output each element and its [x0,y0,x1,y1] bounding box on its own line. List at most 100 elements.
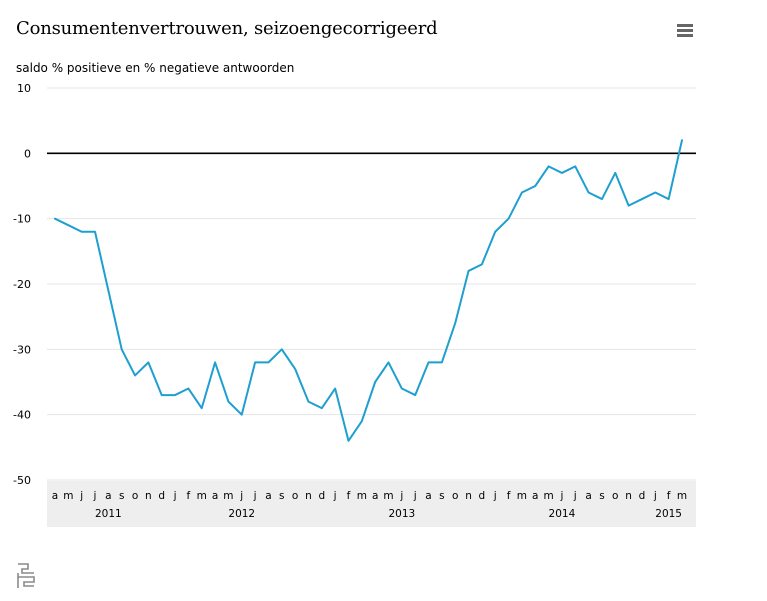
x-tick-label: n [625,490,632,502]
x-tick-label: j [413,490,417,502]
x-tick-label: o [452,490,458,502]
x-tick-label: d [158,490,165,502]
y-tick-label: -40 [13,409,31,422]
data-point [226,400,230,404]
y-tick-label: -10 [13,213,31,226]
x-tick-label: m [543,490,553,502]
data-point [373,380,377,384]
x-tick-label: d [318,490,325,502]
x-tick-label: j [653,490,657,502]
data-point [200,406,204,410]
year-label: 2013 [388,508,415,520]
x-tick-label: j [173,490,177,502]
year-label: 2012 [228,508,255,520]
x-tick-label: f [347,490,351,502]
data-point [133,373,137,377]
data-point [173,393,177,397]
y-tick-label: -30 [13,343,31,356]
data-point [533,184,537,188]
x-tick-label: j [333,490,337,502]
x-tick-label: a [585,490,591,502]
data-point [640,197,644,201]
data-point [280,347,284,351]
data-point [106,289,110,293]
year-label: 2015 [655,508,682,520]
x-tick-label: a [212,490,218,502]
data-point [520,191,524,195]
x-axis-band [47,481,696,527]
x-tick-label: o [132,490,138,502]
data-point [547,164,551,168]
x-tick-label: j [493,490,497,502]
data-point [427,360,431,364]
data-point [360,419,364,423]
data-point [600,197,604,201]
x-tick-label: m [63,490,73,502]
x-tick-label: n [145,490,152,502]
data-point [560,171,564,175]
x-tick-label: s [439,490,444,502]
y-tick-label: -50 [13,474,31,487]
data-point [680,138,684,142]
data-point [400,387,404,391]
x-tick-label: m [197,490,207,502]
x-tick-label: n [305,490,312,502]
data-point [413,393,417,397]
data-point [667,197,671,201]
data-point [573,164,577,168]
x-tick-label: s [279,490,284,502]
y-axis-label: saldo % positieve en % negatieve antwoor… [16,61,295,75]
x-tick-label: m [223,490,233,502]
x-tick-label: o [292,490,298,502]
data-point [320,406,324,410]
data-point [240,413,244,417]
data-point [346,439,350,443]
data-point [253,360,257,364]
x-tick-label: a [52,490,58,502]
year-label: 2011 [95,508,122,520]
data-point [507,217,511,221]
x-tick-label: f [507,490,511,502]
x-tick-label: a [425,490,431,502]
x-tick-label: o [612,490,618,502]
x-tick-label: j [239,490,243,502]
x-tick-label: a [372,490,378,502]
data-point [120,347,124,351]
x-tick-label: m [357,490,367,502]
data-point [186,387,190,391]
y-tick-label: -20 [13,278,31,291]
x-tick-label: j [559,490,563,502]
x-tick-label: m [677,490,687,502]
data-point [480,262,484,266]
data-point [587,191,591,195]
x-tick-label: j [253,490,257,502]
x-tick-label: d [479,490,486,502]
x-tick-label: j [93,490,97,502]
data-point [627,204,631,208]
data-point [80,230,84,234]
x-tick-label: m [383,490,393,502]
data-point [266,360,270,364]
data-point [387,360,391,364]
data-point [453,321,457,325]
x-tick-label: j [573,490,577,502]
data-point [93,230,97,234]
hamburger-menu-icon[interactable] [677,24,693,40]
x-tick-label: a [532,490,538,502]
y-tick-label: 10 [17,82,31,95]
data-point [66,223,70,227]
x-tick-label: d [639,490,646,502]
data-point [146,360,150,364]
x-tick-label: a [105,490,111,502]
data-point [160,393,164,397]
data-point [440,360,444,364]
data-point [467,269,471,273]
x-tick-label: f [187,490,191,502]
chart-title: Consumentenvertrouwen, seizoengecorrigee… [16,18,438,39]
series-line [54,139,683,442]
cbs-logo-icon [17,563,35,588]
x-tick-label: n [465,490,472,502]
data-point [333,387,337,391]
x-tick-label: j [399,490,403,502]
